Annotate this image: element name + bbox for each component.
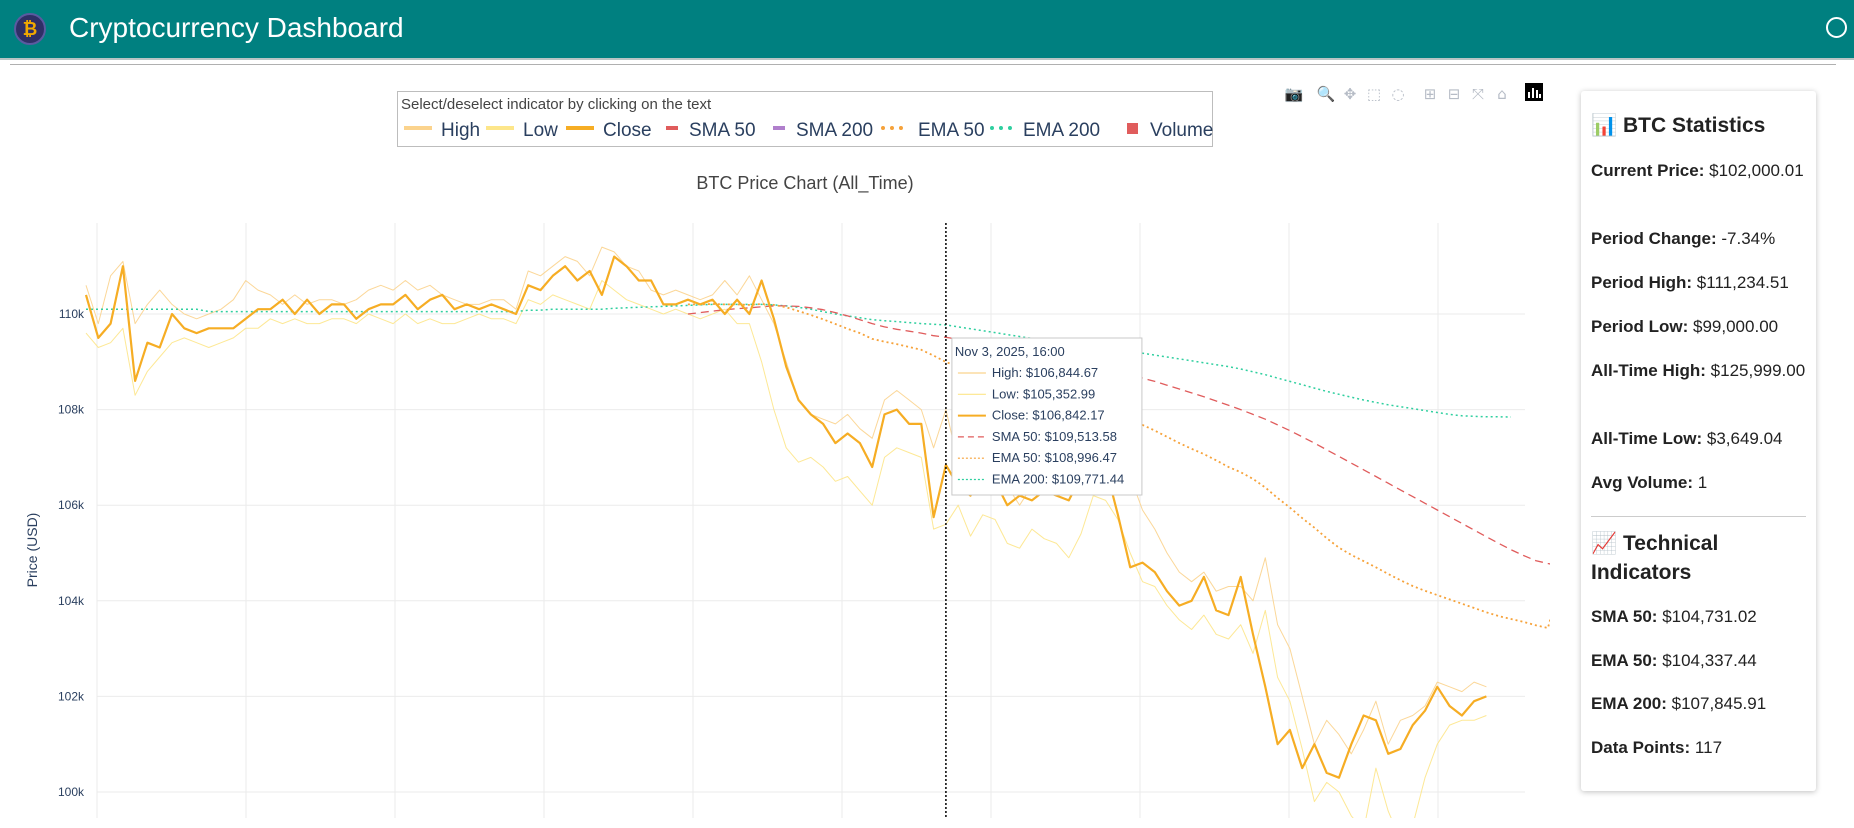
pan-icon[interactable]: ✥ — [1343, 85, 1357, 103]
stat-value: $125,999.00 — [1710, 361, 1806, 380]
legend-swatch — [566, 126, 594, 130]
stat-label: EMA 50: — [1591, 651, 1658, 670]
hover-row: EMA 50: $108,996.47 — [992, 450, 1117, 465]
trend-chart-icon: 📈 — [1591, 532, 1618, 555]
stat-item: EMA 200: $107,845.91 — [1591, 690, 1811, 718]
series-line-close[interactable] — [84, 255, 1487, 779]
bitcoin-icon: ₿ — [14, 13, 46, 45]
y-tick-label: 108k — [58, 403, 85, 417]
stat-value: $99,000.00 — [1693, 317, 1779, 336]
hover-row: Low: $105,352.99 — [992, 386, 1095, 401]
legend-swatch — [1127, 123, 1138, 134]
legend-label[interactable]: EMA 50 — [918, 120, 985, 141]
stat-value: 1 — [1697, 473, 1708, 492]
loading-indicator-icon — [1826, 17, 1847, 38]
app-title: Cryptocurrency Dashboard — [69, 12, 404, 43]
camera-icon[interactable]: 📷 — [1284, 85, 1304, 103]
legend-label[interactable]: Volume — [1150, 120, 1214, 141]
stat-label: All-Time Low: — [1591, 429, 1703, 448]
legend-swatch — [486, 126, 514, 130]
stat-value: $102,000.01 — [1709, 161, 1804, 180]
legend-label[interactable]: High — [441, 120, 481, 141]
y-tick-label: 100k — [58, 785, 85, 799]
stat-value: $104,337.44 — [1662, 651, 1757, 670]
autoscale-icon[interactable]: ⤧ — [1471, 85, 1484, 103]
content-divider — [10, 64, 1836, 65]
legend-swatch — [881, 126, 903, 130]
legend-swatch — [666, 126, 678, 130]
series-line-high[interactable] — [85, 246, 1487, 755]
legend-swatch — [404, 126, 432, 130]
hover-date: Nov 3, 2025, 16:00 — [955, 344, 1065, 359]
bar-chart-icon: 📊 — [1591, 114, 1618, 137]
stat-value: $104,731.02 — [1662, 607, 1757, 626]
series-line-low[interactable] — [85, 280, 1487, 819]
stats-title-text: BTC Statistics — [1623, 114, 1766, 137]
stat-item: All-Time High: $125,999.00 — [1591, 357, 1811, 385]
legend-swatch — [773, 126, 785, 130]
stat-item: Avg Volume: 1 — [1591, 469, 1811, 497]
hover-row: SMA 50: $109,513.58 — [992, 429, 1117, 444]
header-divider — [0, 58, 1854, 60]
legend-label[interactable]: SMA 50 — [689, 120, 756, 141]
y-tick-label: 106k — [58, 498, 85, 512]
stat-label: Current Price: — [1591, 161, 1705, 180]
tech-title-text: Technical Indicators — [1591, 532, 1719, 584]
price-chart[interactable]: 100k 102k 104k 106k 108k 110k Price (USD) Nov… — [0, 218, 1550, 818]
stat-value: $111,234.51 — [1696, 273, 1789, 292]
stat-item: All-Time Low: $3,649.04 — [1591, 425, 1811, 453]
tech-title: 📈 Technical Indicators — [1591, 529, 1816, 587]
zoom-in-icon[interactable]: ⊞ — [1423, 85, 1437, 103]
box-select-icon[interactable]: ⬚ — [1366, 85, 1382, 103]
hover-row: EMA 200: $109,771.44 — [992, 472, 1124, 487]
legend-hint: Select/deselect indicator by clicking on… — [401, 96, 712, 113]
reset-axes-icon[interactable]: ⌂ — [1497, 85, 1507, 103]
chart-legend: Select/deselect indicator by clicking on… — [397, 91, 1213, 147]
stat-label: Period Change: — [1591, 229, 1717, 248]
stat-item: SMA 50: $104,731.02 — [1591, 603, 1811, 631]
legend-label[interactable]: EMA 200 — [1023, 120, 1101, 141]
stat-label: SMA 50: — [1591, 607, 1658, 626]
zoom-icon[interactable]: 🔍 — [1316, 85, 1336, 103]
stat-item: Period High: $111,234.51 — [1591, 269, 1811, 297]
stat-item: EMA 50: $104,337.44 — [1591, 647, 1811, 675]
stat-value: $3,649.04 — [1706, 429, 1783, 448]
legend-label[interactable]: Low — [523, 120, 558, 141]
lasso-icon[interactable]: ◌ — [1391, 85, 1405, 103]
stat-label: EMA 200: — [1591, 694, 1667, 713]
stats-divider — [1591, 516, 1806, 517]
stat-label: Period Low: — [1591, 317, 1689, 336]
stat-item: Period Change: -7.34% — [1591, 225, 1811, 253]
y-tick-label: 102k — [58, 689, 85, 703]
chart-title: BTC Price Chart (All_Time) — [696, 173, 914, 193]
stat-item: Current Price: $102,000.01 — [1591, 157, 1811, 185]
logo-symbol: ₿ — [22, 19, 38, 40]
top-bar: ₿ Cryptocurrency Dashboard — [0, 0, 1854, 58]
stat-label: Period High: — [1591, 273, 1693, 292]
y-tick-label: 104k — [58, 594, 85, 608]
stat-value: -7.34% — [1721, 229, 1776, 248]
stat-label: Avg Volume: — [1591, 473, 1694, 492]
stat-label: Data Points: — [1591, 738, 1691, 757]
legend-swatch — [990, 126, 1012, 130]
hover-row: Close: $106,842.17 — [992, 408, 1105, 423]
stat-label: All-Time High: — [1591, 361, 1706, 380]
plotly-logo-icon[interactable] — [1525, 83, 1543, 101]
stat-value: $107,845.91 — [1671, 694, 1767, 713]
y-tick-label: 110k — [59, 307, 85, 321]
legend-label[interactable]: Close — [603, 120, 652, 141]
stat-item: Data Points: 117 — [1591, 734, 1811, 762]
stats-panel: 📊 BTC Statistics Current Price: $102,000… — [1581, 91, 1816, 791]
legend-label[interactable]: SMA 200 — [796, 120, 874, 141]
stat-item: Period Low: $99,000.00 — [1591, 313, 1811, 341]
hover-row: High: $106,844.67 — [992, 365, 1098, 380]
stat-value: 117 — [1694, 738, 1723, 757]
stats-title: 📊 BTC Statistics — [1591, 111, 1765, 140]
zoom-out-icon[interactable]: ⊟ — [1447, 85, 1461, 103]
y-axis-label: Price (USD) — [24, 513, 40, 588]
